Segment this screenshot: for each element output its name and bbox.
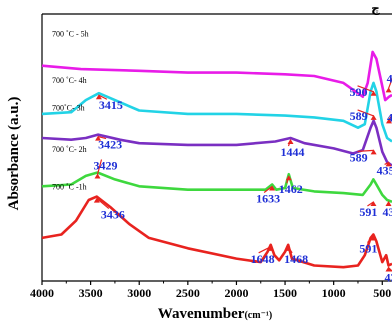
annotation-arrow bbox=[357, 109, 374, 117]
series-line-4 bbox=[41, 171, 392, 204]
annotation-arrowhead bbox=[370, 149, 377, 155]
annotation-label: 1468 bbox=[284, 252, 308, 266]
annotation-arrow bbox=[96, 159, 103, 175]
series-label-5: 700 ˚C -1h bbox=[52, 183, 87, 192]
annotation-arrow bbox=[263, 186, 273, 194]
annotation-arrow bbox=[96, 198, 110, 210]
annotation-arrow bbox=[98, 94, 108, 100]
top-annotation-char: چ bbox=[371, 1, 380, 15]
annotation-label: 435 bbox=[377, 163, 392, 177]
annotation-arrowhead bbox=[385, 161, 392, 167]
annotation-arrow bbox=[357, 149, 374, 152]
series-line-5 bbox=[41, 195, 392, 269]
x-axis-title-unit: (cm⁻¹) bbox=[244, 310, 272, 321]
series-labels: 700 ˚C - 5h 700 ˚C- 4h 700˚C- 3h 700 ˚C- 2h… bbox=[52, 29, 89, 191]
annotation-label: 3415 bbox=[99, 98, 123, 112]
peak-annotations: 5904353415589431342314445893429435163314… bbox=[94, 71, 392, 284]
annotation-label: 590 bbox=[350, 85, 368, 99]
annotation-label: 3423 bbox=[98, 138, 122, 152]
annotation-arrowhead bbox=[385, 266, 392, 272]
annotation-label: 589 bbox=[350, 150, 368, 164]
x-tick-label: 4000 bbox=[30, 286, 54, 300]
annotation-label: 1444 bbox=[281, 145, 305, 159]
series-label-3: 700˚C- 3h bbox=[52, 103, 85, 112]
annotation-arrow bbox=[97, 135, 107, 140]
annotation-arrowhead bbox=[95, 135, 102, 141]
series-line-1 bbox=[41, 50, 392, 102]
x-tick-label: 1000 bbox=[322, 286, 346, 300]
series-line-3 bbox=[41, 119, 392, 167]
annotation-label: 431 bbox=[387, 110, 392, 124]
series-line-2 bbox=[41, 81, 392, 143]
annotation-label: 591 bbox=[359, 205, 377, 219]
annotation-arrowhead bbox=[287, 139, 294, 145]
x-tick-label: 500 bbox=[373, 286, 391, 300]
x-tick-label: 3500 bbox=[79, 286, 103, 300]
x-axis-title: Wavenumber(cm⁻¹) bbox=[158, 306, 272, 322]
annotation-label: 3436 bbox=[101, 208, 125, 222]
annotation-arrowhead bbox=[94, 173, 101, 179]
annotation-label: 3429 bbox=[94, 158, 118, 172]
x-tick-label: 3000 bbox=[127, 286, 151, 300]
annotation-label: 436 bbox=[383, 205, 392, 219]
annotation-arrowhead bbox=[370, 114, 377, 120]
x-axis-ticks: 4000 3500 3000 2500 2000 1500 1000 500 bbox=[30, 281, 391, 300]
annotation-arrowhead bbox=[93, 197, 100, 203]
series-label-2: 700 ˚C- 4h bbox=[52, 76, 87, 85]
series-label-4: 700 ˚C- 2h bbox=[52, 145, 87, 154]
annotation-arrow bbox=[357, 85, 374, 93]
x-tick-label: 2000 bbox=[224, 286, 248, 300]
annotation-arrowhead bbox=[285, 245, 292, 251]
annotation-label: 589 bbox=[350, 109, 368, 123]
annotation-label: 436 bbox=[385, 270, 392, 284]
annotation-arrowhead bbox=[385, 87, 392, 93]
x-axis-title-text: Wavenumber bbox=[158, 306, 245, 322]
x-tick-label: 1500 bbox=[273, 286, 297, 300]
annotation-arrowhead bbox=[267, 245, 274, 251]
annotation-arrowhead bbox=[370, 90, 377, 96]
annotation-label: 591 bbox=[359, 241, 377, 255]
annotation-arrowhead bbox=[95, 94, 102, 100]
series-label-1: 700 ˚C - 5h bbox=[52, 29, 89, 38]
annotation-arrowhead bbox=[385, 118, 392, 124]
annotation-label: 1648 bbox=[251, 252, 275, 266]
annotation-arrowhead bbox=[285, 175, 292, 181]
x-tick-label: 2500 bbox=[176, 286, 200, 300]
y-axis-title: Absorbance (a.u.) bbox=[6, 97, 22, 211]
annotation-arrowhead bbox=[370, 235, 377, 241]
annotation-arrow bbox=[258, 246, 271, 254]
annotation-arrowhead bbox=[385, 201, 392, 207]
annotation-arrowhead bbox=[370, 201, 377, 207]
annotation-label: 435 bbox=[387, 71, 392, 85]
annotation-arrowhead bbox=[269, 185, 276, 191]
series-layer bbox=[41, 50, 392, 269]
annotation-label: 1633 bbox=[256, 192, 280, 206]
annotation-label: 1462 bbox=[279, 182, 303, 196]
